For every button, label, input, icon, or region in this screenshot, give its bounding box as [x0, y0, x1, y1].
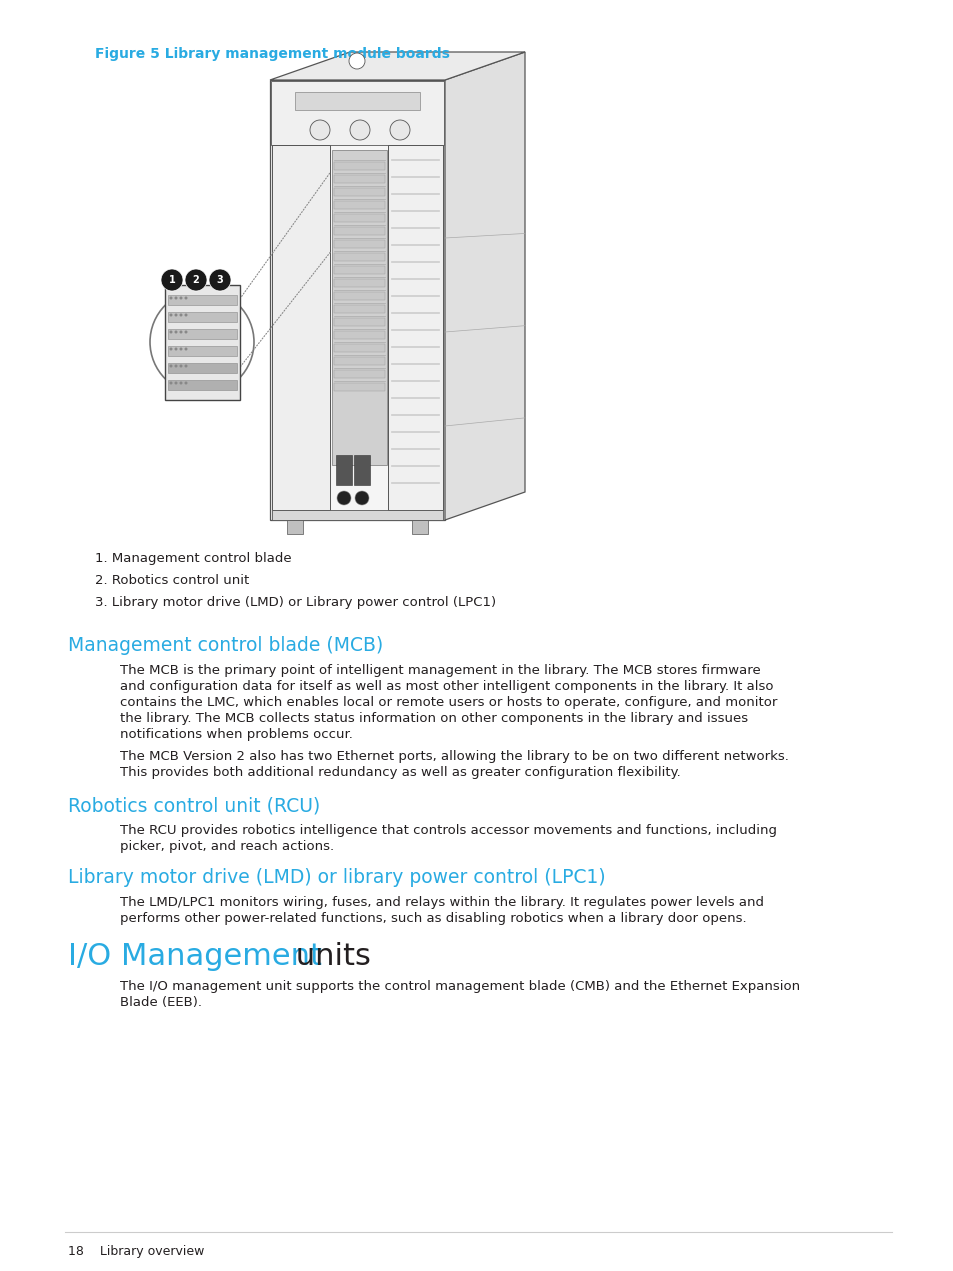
- Circle shape: [184, 296, 188, 300]
- Bar: [334, 253, 385, 261]
- Text: the library. The MCB collects status information on other components in the libr: the library. The MCB collects status inf…: [120, 712, 747, 724]
- Text: I/O Management: I/O Management: [68, 942, 322, 971]
- Text: and configuration data for itself as well as most other intelligent components i: and configuration data for itself as wel…: [120, 680, 773, 693]
- Circle shape: [184, 314, 188, 316]
- Bar: [168, 364, 236, 372]
- Bar: [334, 266, 385, 275]
- Text: Blade (EEB).: Blade (EEB).: [120, 996, 202, 1009]
- Bar: [334, 344, 385, 352]
- Bar: [168, 311, 236, 322]
- Bar: [412, 520, 428, 534]
- Text: The RCU provides robotics intelligence that controls accessor movements and func: The RCU provides robotics intelligence t…: [120, 824, 776, 838]
- Circle shape: [349, 53, 365, 69]
- Bar: [168, 380, 236, 390]
- Circle shape: [184, 330, 188, 333]
- Circle shape: [170, 347, 172, 351]
- Bar: [272, 510, 442, 520]
- Bar: [165, 285, 240, 400]
- Text: Management control blade (MCB): Management control blade (MCB): [68, 636, 383, 655]
- Bar: [334, 228, 385, 235]
- Circle shape: [185, 269, 207, 291]
- Circle shape: [310, 119, 330, 140]
- Circle shape: [174, 330, 177, 333]
- Bar: [271, 81, 443, 145]
- Text: 2: 2: [193, 275, 199, 285]
- Circle shape: [179, 296, 182, 300]
- Bar: [334, 330, 385, 339]
- Circle shape: [161, 269, 183, 291]
- Bar: [272, 145, 330, 510]
- Circle shape: [174, 296, 177, 300]
- Circle shape: [350, 119, 370, 140]
- Bar: [334, 240, 385, 248]
- Text: contains the LMC, which enables local or remote users or hosts to operate, confi: contains the LMC, which enables local or…: [120, 697, 777, 709]
- Bar: [334, 370, 385, 377]
- Text: The MCB is the primary point of intelligent management in the library. The MCB s: The MCB is the primary point of intellig…: [120, 663, 760, 677]
- Text: The LMD/LPC1 monitors wiring, fuses, and relays within the library. It regulates: The LMD/LPC1 monitors wiring, fuses, and…: [120, 896, 763, 909]
- Bar: [332, 150, 387, 465]
- Text: picker, pivot, and reach actions.: picker, pivot, and reach actions.: [120, 840, 334, 853]
- Bar: [334, 175, 385, 183]
- Bar: [334, 318, 385, 325]
- Bar: [168, 329, 236, 339]
- Bar: [334, 305, 385, 313]
- Text: Figure 5 Library management module boards: Figure 5 Library management module board…: [95, 47, 450, 61]
- Circle shape: [170, 296, 172, 300]
- Circle shape: [174, 314, 177, 316]
- Circle shape: [209, 269, 231, 291]
- Circle shape: [174, 381, 177, 385]
- Bar: [334, 214, 385, 222]
- Text: 18    Library overview: 18 Library overview: [68, 1246, 204, 1258]
- Text: 1: 1: [169, 275, 175, 285]
- Text: 1. Management control blade: 1. Management control blade: [95, 552, 292, 566]
- Text: 3. Library motor drive (LMD) or Library power control (LPC1): 3. Library motor drive (LMD) or Library …: [95, 596, 496, 609]
- Bar: [334, 188, 385, 196]
- Text: units: units: [286, 942, 371, 971]
- Bar: [334, 292, 385, 300]
- Circle shape: [355, 491, 369, 505]
- Circle shape: [170, 365, 172, 367]
- Circle shape: [179, 314, 182, 316]
- Bar: [294, 92, 419, 111]
- Circle shape: [179, 330, 182, 333]
- Circle shape: [170, 330, 172, 333]
- Text: 2. Robotics control unit: 2. Robotics control unit: [95, 574, 249, 587]
- Bar: [388, 145, 442, 510]
- Bar: [334, 201, 385, 208]
- Circle shape: [184, 381, 188, 385]
- Circle shape: [390, 119, 410, 140]
- Circle shape: [179, 347, 182, 351]
- Circle shape: [184, 347, 188, 351]
- Bar: [334, 357, 385, 365]
- Polygon shape: [270, 52, 524, 80]
- Bar: [168, 295, 236, 305]
- Bar: [354, 455, 370, 486]
- Bar: [168, 346, 236, 356]
- Bar: [335, 455, 352, 486]
- Text: This provides both additional redundancy as well as greater configuration flexib: This provides both additional redundancy…: [120, 766, 680, 779]
- Polygon shape: [270, 80, 444, 520]
- Circle shape: [174, 347, 177, 351]
- Text: 3: 3: [216, 275, 223, 285]
- Bar: [334, 280, 385, 287]
- Circle shape: [170, 314, 172, 316]
- Circle shape: [174, 365, 177, 367]
- Text: The MCB Version 2 also has two Ethernet ports, allowing the library to be on two: The MCB Version 2 also has two Ethernet …: [120, 750, 788, 763]
- Bar: [287, 520, 303, 534]
- Circle shape: [336, 491, 351, 505]
- Text: The I/O management unit supports the control management blade (CMB) and the Ethe: The I/O management unit supports the con…: [120, 980, 800, 993]
- Text: Library motor drive (LMD) or library power control (LPC1): Library motor drive (LMD) or library pow…: [68, 868, 605, 887]
- Circle shape: [179, 381, 182, 385]
- Text: performs other power-related functions, such as disabling robotics when a librar: performs other power-related functions, …: [120, 913, 746, 925]
- Circle shape: [184, 365, 188, 367]
- Circle shape: [179, 365, 182, 367]
- Text: Robotics control unit (RCU): Robotics control unit (RCU): [68, 796, 320, 815]
- Circle shape: [170, 381, 172, 385]
- Bar: [334, 161, 385, 170]
- Text: notifications when problems occur.: notifications when problems occur.: [120, 728, 353, 741]
- Polygon shape: [444, 52, 524, 520]
- Bar: [334, 383, 385, 391]
